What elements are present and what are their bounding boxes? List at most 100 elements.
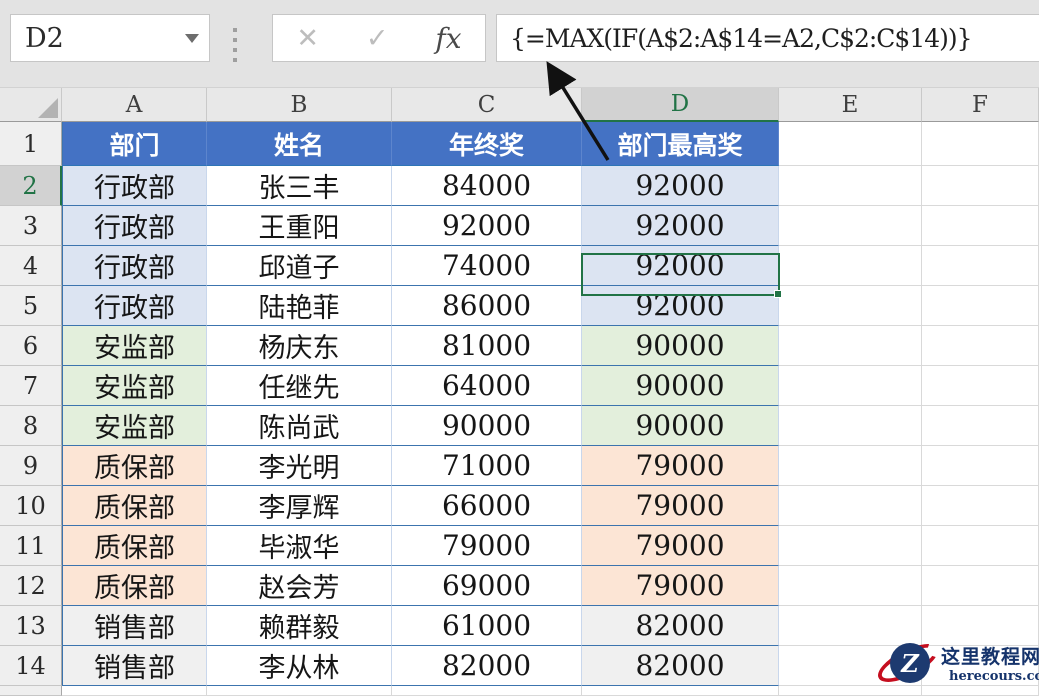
cell-B14[interactable]: 李从林 (207, 646, 392, 686)
row-header-1[interactable]: 1 (0, 122, 62, 166)
cell-A4[interactable]: 行政部 (62, 246, 207, 286)
cell-D9[interactable]: 79000 (582, 446, 779, 486)
cell-C7[interactable]: 64000 (392, 366, 582, 406)
cell-E9[interactable] (779, 446, 922, 486)
cell-B6[interactable]: 杨庆东 (207, 326, 392, 366)
cell-F11[interactable] (922, 526, 1039, 566)
cell-D7[interactable]: 90000 (582, 366, 779, 406)
cell-F2[interactable] (922, 166, 1039, 206)
cell-B5[interactable]: 陆艳菲 (207, 286, 392, 326)
cell-A8[interactable]: 安监部 (62, 406, 207, 446)
cell-C14[interactable]: 82000 (392, 646, 582, 686)
cell-B13[interactable]: 赖群毅 (207, 606, 392, 646)
cell-F9[interactable] (922, 446, 1039, 486)
cell-D14[interactable]: 82000 (582, 646, 779, 686)
cell-B9[interactable]: 李光明 (207, 446, 392, 486)
cell-B10[interactable]: 李厚辉 (207, 486, 392, 526)
cell-B15[interactable] (207, 686, 392, 696)
cell-B11[interactable]: 毕淑华 (207, 526, 392, 566)
cell-C9[interactable]: 71000 (392, 446, 582, 486)
row-header-5[interactable]: 5 (0, 286, 62, 326)
cell-B7[interactable]: 任继先 (207, 366, 392, 406)
cancel-icon[interactable]: ✕ (296, 22, 320, 53)
row-header-4[interactable]: 4 (0, 246, 62, 286)
cell-D11[interactable]: 79000 (582, 526, 779, 566)
cell-C2[interactable]: 84000 (392, 166, 582, 206)
row-header-10[interactable]: 10 (0, 486, 62, 526)
cell-B3[interactable]: 王重阳 (207, 206, 392, 246)
row-header-8[interactable]: 8 (0, 406, 62, 446)
cell-A3[interactable]: 行政部 (62, 206, 207, 246)
cell-C12[interactable]: 69000 (392, 566, 582, 606)
cell-C10[interactable]: 66000 (392, 486, 582, 526)
cell-F1[interactable] (922, 122, 1039, 166)
cell-F14[interactable] (922, 646, 1039, 686)
cell-B1[interactable]: 姓名 (207, 122, 392, 166)
cell-A1[interactable]: 部门 (62, 122, 207, 166)
cell-A13[interactable]: 销售部 (62, 606, 207, 646)
column-header-F[interactable]: F (922, 88, 1039, 122)
cell-D2[interactable]: 92000 (582, 166, 779, 206)
row-header-15[interactable] (0, 686, 62, 696)
cell-C15[interactable] (392, 686, 582, 696)
row-header-11[interactable]: 11 (0, 526, 62, 566)
cell-E4[interactable] (779, 246, 922, 286)
cell-B8[interactable]: 陈尚武 (207, 406, 392, 446)
cell-F13[interactable] (922, 606, 1039, 646)
cell-C13[interactable]: 61000 (392, 606, 582, 646)
row-header-2[interactable]: 2 (0, 166, 62, 206)
cell-D13[interactable]: 82000 (582, 606, 779, 646)
cell-D6[interactable]: 90000 (582, 326, 779, 366)
cell-B12[interactable]: 赵会芳 (207, 566, 392, 606)
cell-C1[interactable]: 年终奖 (392, 122, 582, 166)
cell-C5[interactable]: 86000 (392, 286, 582, 326)
cell-C4[interactable]: 74000 (392, 246, 582, 286)
cell-F4[interactable] (922, 246, 1039, 286)
cell-A10[interactable]: 质保部 (62, 486, 207, 526)
cell-A15[interactable] (62, 686, 207, 696)
cell-D8[interactable]: 90000 (582, 406, 779, 446)
cell-A11[interactable]: 质保部 (62, 526, 207, 566)
cell-E3[interactable] (779, 206, 922, 246)
cell-D10[interactable]: 79000 (582, 486, 779, 526)
cell-A9[interactable]: 质保部 (62, 446, 207, 486)
column-header-B[interactable]: B (207, 88, 392, 122)
cell-F3[interactable] (922, 206, 1039, 246)
cell-E5[interactable] (779, 286, 922, 326)
cell-D1[interactable]: 部门最高奖 (582, 122, 779, 166)
cell-D15[interactable] (582, 686, 779, 696)
row-header-14[interactable]: 14 (0, 646, 62, 686)
enter-icon[interactable]: ✓ (365, 22, 389, 53)
select-all-corner[interactable] (0, 88, 62, 122)
row-header-12[interactable]: 12 (0, 566, 62, 606)
cell-E10[interactable] (779, 486, 922, 526)
cell-B2[interactable]: 张三丰 (207, 166, 392, 206)
name-box-dropdown[interactable] (175, 33, 209, 43)
toolbar-splitter-handle[interactable] (230, 28, 240, 62)
cell-D4[interactable]: 92000 (582, 246, 779, 286)
cell-C8[interactable]: 90000 (392, 406, 582, 446)
cell-C11[interactable]: 79000 (392, 526, 582, 566)
column-header-D[interactable]: D (582, 88, 779, 122)
column-header-C[interactable]: C (392, 88, 582, 122)
cell-F8[interactable] (922, 406, 1039, 446)
cell-B4[interactable]: 邱道子 (207, 246, 392, 286)
cell-E1[interactable] (779, 122, 922, 166)
name-box[interactable]: D2 (10, 14, 210, 62)
cell-C6[interactable]: 81000 (392, 326, 582, 366)
cell-E6[interactable] (779, 326, 922, 366)
cell-A2[interactable]: 行政部 (62, 166, 207, 206)
cell-E8[interactable] (779, 406, 922, 446)
cell-F12[interactable] (922, 566, 1039, 606)
cell-F7[interactable] (922, 366, 1039, 406)
row-header-7[interactable]: 7 (0, 366, 62, 406)
cell-D12[interactable]: 79000 (582, 566, 779, 606)
cell-C3[interactable]: 92000 (392, 206, 582, 246)
cell-A12[interactable]: 质保部 (62, 566, 207, 606)
cell-A7[interactable]: 安监部 (62, 366, 207, 406)
cell-F5[interactable] (922, 286, 1039, 326)
column-header-A[interactable]: A (62, 88, 207, 122)
formula-bar[interactable]: {=MAX(IF(A$2:A$14=A2,C$2:C$14))} (496, 14, 1039, 62)
row-header-6[interactable]: 6 (0, 326, 62, 366)
cell-A5[interactable]: 行政部 (62, 286, 207, 326)
